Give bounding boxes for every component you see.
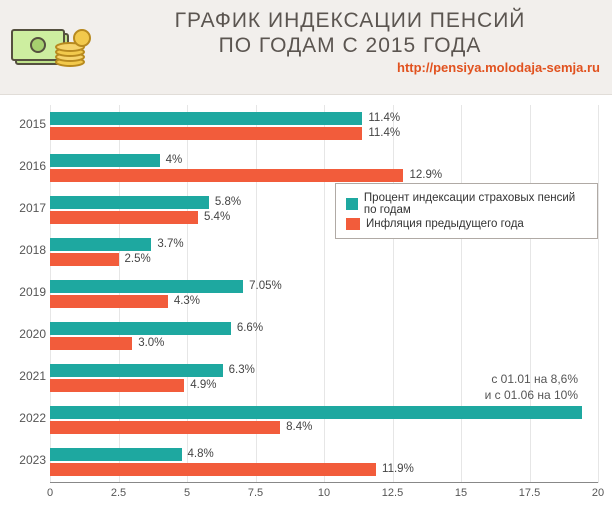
bar-label-indexation: 4% (166, 154, 183, 166)
bar-label-inflation: 11.4% (368, 127, 400, 139)
bar-inflation (50, 337, 132, 350)
bar-label-indexation: 6.6% (237, 322, 263, 334)
legend-label: Процент индексации страховых пенсий по г… (364, 192, 587, 216)
year-row: 20228.4% (50, 399, 598, 441)
legend-item: Процент индексации страховых пенсий по г… (346, 192, 587, 216)
bar-label-inflation: 8.4% (286, 421, 312, 433)
x-tick: 5 (184, 487, 190, 499)
year-label: 2023 (10, 453, 46, 467)
x-tick: 15 (455, 487, 467, 499)
bar-label-inflation: 4.9% (190, 379, 216, 391)
source-url: http://pensiya.molodaja-semja.ru (100, 60, 600, 75)
year-row: 20234.8%11.9% (50, 441, 598, 483)
year-label: 2021 (10, 369, 46, 383)
bar-label-indexation: 4.8% (188, 448, 214, 460)
title-line-1: ГРАФИК ИНДЕКСАЦИИ ПЕНСИЙ (100, 8, 600, 33)
legend-item: Инфляция предыдущего года (346, 218, 587, 230)
bar-label-inflation: 11.9% (382, 463, 414, 475)
x-axis: 02.557.51012.51517.520 (50, 482, 598, 507)
bar-inflation (50, 127, 362, 140)
bar-indexation (50, 322, 231, 335)
bar-label-indexation: 7.05% (249, 280, 282, 292)
bar-label-inflation: 12.9% (409, 169, 442, 181)
year-row: 20206.6%3.0% (50, 315, 598, 357)
money-icon (10, 12, 92, 81)
bar-label-inflation: 2.5% (125, 253, 151, 265)
header: ГРАФИК ИНДЕКСАЦИИ ПЕНСИЙ ПО ГОДАМ С 2015… (0, 0, 612, 95)
bar-label-indexation: 6.3% (229, 364, 255, 376)
bar-indexation (50, 364, 223, 377)
x-tick: 12.5 (382, 487, 403, 499)
year-label: 2015 (10, 117, 46, 131)
x-tick: 0 (47, 487, 53, 499)
bar-label-inflation: 3.0% (138, 337, 164, 349)
title-block: ГРАФИК ИНДЕКСАЦИИ ПЕНСИЙ ПО ГОДАМ С 2015… (100, 8, 600, 75)
year-label: 2022 (10, 411, 46, 425)
legend-label: Инфляция предыдущего года (366, 218, 524, 230)
bar-indexation (50, 112, 362, 125)
year-label: 2017 (10, 201, 46, 215)
year-row: 201511.4%11.4% (50, 105, 598, 147)
year-label: 2018 (10, 243, 46, 257)
legend-swatch (346, 218, 360, 230)
legend-swatch (346, 198, 358, 210)
bar-indexation (50, 280, 243, 293)
bar-label-indexation: 11.4% (368, 112, 400, 124)
plot-area: 201511.4%11.4%20164%12.9%20175.8%5.4%201… (50, 105, 598, 483)
year-label: 2016 (10, 159, 46, 173)
annotation-line: и с 01.06 на 10% (485, 387, 578, 403)
x-tick: 7.5 (248, 487, 263, 499)
bar-label-indexation: 5.8% (215, 196, 241, 208)
bar-label-inflation: 4.3% (174, 295, 200, 307)
title-line-2: ПО ГОДАМ С 2015 ГОДА (100, 33, 600, 58)
year-row: 20197.05%4.3% (50, 273, 598, 315)
year-label: 2020 (10, 327, 46, 341)
x-tick: 17.5 (519, 487, 540, 499)
legend: Процент индексации страховых пенсий по г… (335, 183, 598, 239)
annotation-line: с 01.01 на 8,6% (485, 371, 578, 387)
bar-indexation (50, 196, 209, 209)
annotation-2022: с 01.01 на 8,6%и с 01.06 на 10% (485, 371, 578, 403)
bar-inflation (50, 211, 198, 224)
x-tick: 10 (318, 487, 330, 499)
x-tick: 2.5 (111, 487, 126, 499)
bar-indexation (50, 448, 182, 461)
x-tick: 20 (592, 487, 604, 499)
bar-inflation (50, 295, 168, 308)
year-label: 2019 (10, 285, 46, 299)
gridline (598, 105, 599, 483)
chart: 201511.4%11.4%20164%12.9%20175.8%5.4%201… (8, 103, 604, 507)
bar-label-indexation: 3.7% (157, 238, 183, 250)
bar-indexation (50, 238, 151, 251)
bar-inflation (50, 169, 403, 182)
bar-indexation (50, 406, 582, 419)
bar-inflation (50, 253, 119, 266)
bar-inflation (50, 421, 280, 434)
bar-inflation (50, 379, 184, 392)
bar-inflation (50, 463, 376, 476)
bar-label-inflation: 5.4% (204, 211, 230, 223)
bar-indexation (50, 154, 160, 167)
